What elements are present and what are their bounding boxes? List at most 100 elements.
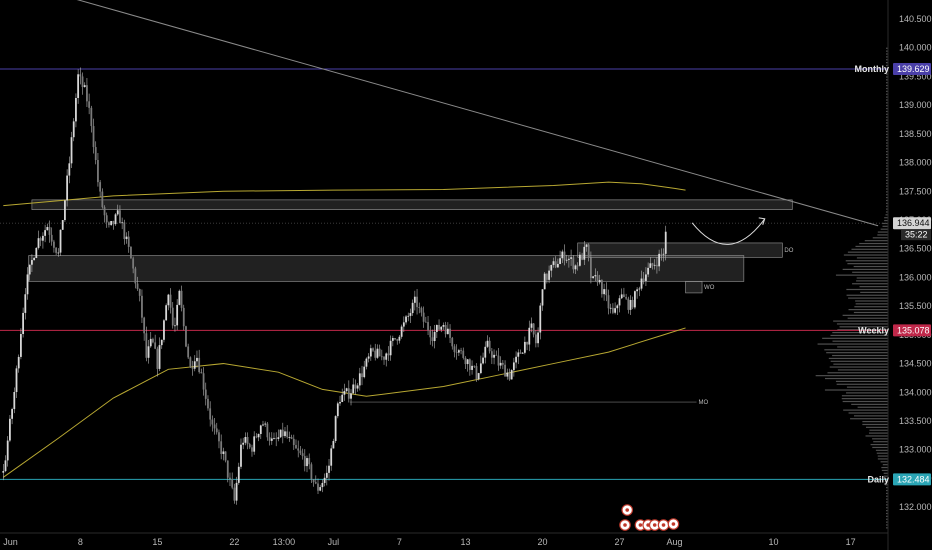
candle-body	[255, 436, 258, 438]
candle-body	[449, 328, 451, 338]
projection-arrow	[691, 218, 766, 245]
time-tick-label: 7	[397, 537, 402, 547]
candle-body	[321, 482, 324, 488]
candle-body	[57, 252, 60, 254]
volume-profile-bar	[852, 271, 888, 273]
candle-body	[231, 479, 234, 488]
candle-body	[339, 401, 341, 404]
volume-profile-bar	[886, 159, 888, 161]
candle-body	[664, 231, 667, 254]
volume-profile-bar	[843, 409, 888, 411]
candle-body	[565, 259, 568, 261]
volume-profile-bar	[886, 128, 888, 130]
time-tick-label: 15	[152, 537, 162, 547]
candle-body	[440, 326, 443, 330]
candle-body	[444, 325, 447, 335]
volume-profile-bar	[876, 452, 888, 454]
volume-profile-bar	[851, 248, 888, 250]
candle-body	[554, 261, 557, 268]
volume-profile-bar	[830, 360, 888, 362]
volume-profile-bar	[853, 311, 888, 314]
candle-body	[99, 182, 102, 192]
volume-profile-bar	[856, 280, 888, 282]
candle-body	[11, 409, 14, 419]
candle-body	[501, 362, 504, 365]
volume-profile-bar	[886, 130, 888, 133]
candle-body	[475, 366, 478, 380]
candle-body	[387, 353, 390, 356]
candle-body	[48, 227, 51, 235]
volume-profile	[815, 47, 888, 529]
volume-profile-bar	[846, 288, 888, 291]
time-axis[interactable]: Jun 8 15 22 13:00 Jul 7 13 20 27 Aug 10 17	[3, 537, 855, 547]
candle-body	[286, 431, 289, 438]
candle-body	[149, 338, 152, 347]
candle-body	[299, 450, 302, 454]
volume-profile-bar	[886, 527, 888, 529]
volume-profile-bar	[885, 484, 888, 486]
event-marker-dot-1	[625, 508, 630, 512]
candle-body	[552, 261, 555, 265]
candle-body	[70, 137, 73, 164]
volume-profile-bar	[882, 464, 888, 466]
candle-body	[605, 289, 608, 296]
volume-profile-bar	[886, 489, 888, 492]
candle-body	[119, 210, 121, 224]
volume-profile-bar	[824, 377, 888, 380]
candle-body	[160, 339, 163, 346]
volume-profile-bar	[877, 234, 888, 236]
candle-body	[576, 265, 579, 267]
candle-body	[105, 215, 108, 223]
candle-body	[83, 85, 86, 88]
candle-body	[264, 423, 267, 425]
volume-profile-bar	[886, 73, 888, 75]
candle-body	[136, 283, 139, 289]
candle-body	[53, 241, 55, 248]
candle-body	[295, 445, 297, 449]
candle-body	[68, 163, 71, 176]
event-marker-dot-4	[652, 523, 657, 527]
price-axis[interactable]: 140.500 140.000 139.500 139.000 138.500 138.0…	[899, 14, 932, 512]
volume-profile-bar	[886, 492, 888, 494]
candle-body	[484, 346, 487, 358]
candle-body	[548, 270, 550, 280]
candle-body	[28, 264, 31, 275]
time-tick-label: Jun	[3, 537, 18, 547]
candle-body	[39, 238, 42, 241]
candle-body	[209, 408, 212, 420]
volume-profile-bar	[886, 501, 888, 503]
candle-body	[506, 372, 509, 377]
candle-body	[237, 466, 240, 483]
candle-body	[167, 294, 170, 306]
candle-body	[638, 288, 641, 290]
projection-arrow-head	[758, 217, 766, 225]
candle-body	[334, 416, 337, 442]
daily-price-badge	[893, 473, 931, 486]
volume-profile-bar	[886, 59, 888, 61]
volume-profile-bar	[841, 398, 888, 400]
volume-profile-bar	[873, 441, 888, 443]
volume-profile-bar	[839, 326, 888, 328]
candle-body	[79, 74, 82, 77]
volume-profile-bar	[884, 219, 888, 222]
volume-profile-bar	[868, 432, 888, 434]
candle-body	[526, 341, 528, 345]
candle-body	[64, 200, 66, 221]
volume-profile-bar	[886, 62, 888, 64]
candle-body	[418, 307, 421, 309]
candle-body	[35, 247, 38, 258]
candle-body	[343, 391, 346, 395]
candle-body	[517, 352, 520, 357]
price-badges: 139.629 Monthly 135.078 Weekly 132.484 Daily 1…	[855, 62, 931, 486]
candle-body	[376, 348, 379, 358]
volume-profile-bar	[886, 524, 888, 526]
candle-body	[156, 348, 159, 369]
volume-profile-bar	[886, 156, 888, 158]
candle-body	[132, 258, 135, 269]
volume-profile-bar	[886, 495, 888, 497]
volume-profile-bar	[852, 283, 888, 285]
candle-body	[9, 418, 11, 441]
volume-profile-bar	[886, 185, 888, 187]
countdown-text: 35:22	[905, 230, 928, 240]
